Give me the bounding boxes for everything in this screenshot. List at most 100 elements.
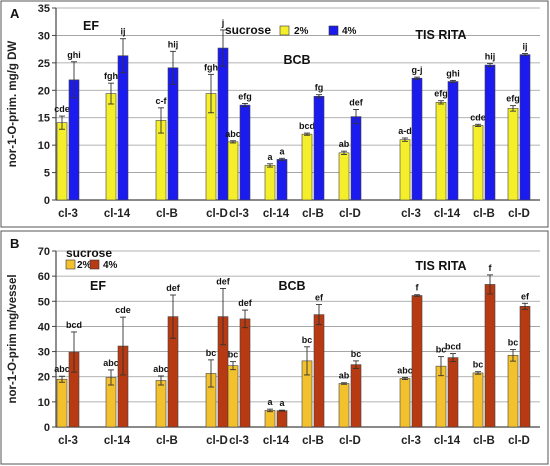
x-tick-label: cl-B <box>156 435 178 447</box>
x-tick-label: cl-3 <box>401 435 421 447</box>
bar <box>350 364 362 428</box>
bar <box>484 284 496 428</box>
data-label: efg <box>238 91 252 101</box>
data-label: a <box>267 152 273 162</box>
bar <box>56 378 68 428</box>
bar <box>276 410 288 428</box>
data-label: bc <box>436 345 447 355</box>
x-tick-label: cl-14 <box>104 208 131 220</box>
legend-label-4pct: 4% <box>342 26 357 37</box>
legend-title: sucrose <box>66 246 112 260</box>
legend-label-2pct: 2% <box>77 260 92 271</box>
bar <box>350 116 362 201</box>
bar <box>399 139 411 201</box>
data-label: bc <box>228 350 239 360</box>
bar <box>217 47 229 201</box>
bar <box>338 152 350 201</box>
bar <box>167 67 179 201</box>
bar <box>435 102 447 201</box>
data-label: def <box>349 97 364 107</box>
legend-swatch-4pct <box>89 259 100 270</box>
group-title: TIS RITA <box>415 28 466 42</box>
y-tick-label: 35 <box>38 3 50 15</box>
x-tick-label: cl-D <box>508 208 530 220</box>
legend-title: sucrose <box>225 23 271 37</box>
bar <box>484 64 496 201</box>
bar <box>519 54 531 201</box>
data-label: a <box>267 397 273 407</box>
data-label: abc <box>153 364 169 374</box>
data-label: abc <box>225 129 241 139</box>
data-label: cde <box>115 305 131 315</box>
x-tick-label: cl-D <box>508 435 530 447</box>
bar <box>264 410 276 428</box>
y-tick-label: 40 <box>38 321 50 333</box>
data-label: bcd <box>445 342 461 352</box>
panel-letter: B <box>10 236 19 251</box>
data-label: cde <box>470 112 486 122</box>
x-tick-label: cl-14 <box>263 208 290 220</box>
data-label: def <box>216 276 231 286</box>
x-tick-label: cl-B <box>156 208 178 220</box>
group-title: BCB <box>278 279 305 293</box>
data-label: a <box>279 146 285 156</box>
data-label: ghi <box>67 50 81 60</box>
x-tick-label: cl-D <box>339 435 361 447</box>
data-label: fgh <box>204 62 218 72</box>
data-label: abc <box>397 365 413 375</box>
bar <box>472 125 484 201</box>
legend-swatch-2pct <box>65 259 76 270</box>
data-label: bcd <box>66 320 82 330</box>
y-tick-label: 0 <box>44 195 50 207</box>
data-label: abc <box>103 358 119 368</box>
data-label: bc <box>473 360 484 370</box>
panel-B: 0 10 20 30 40 50 60 70 nor-1-O-prim mg/vessel Bsu… <box>0 230 549 465</box>
x-tick-label: cl-B <box>473 435 495 447</box>
bar <box>56 122 68 201</box>
bar <box>227 141 239 201</box>
x-tick-label: cl-3 <box>401 208 421 220</box>
legend-label-2pct: 2% <box>294 26 309 37</box>
y-tick-label: 70 <box>38 246 50 258</box>
bar <box>313 96 325 201</box>
y-tick-label: 30 <box>38 30 50 42</box>
bar <box>472 372 484 428</box>
bar <box>507 355 519 428</box>
data-label: bcd <box>299 121 315 131</box>
y-tick-label: 50 <box>38 296 50 308</box>
x-tick-label: cl-14 <box>263 435 290 447</box>
data-label: ghi <box>446 68 460 78</box>
data-label: bc <box>206 348 217 358</box>
x-tick-label: cl-D <box>339 208 361 220</box>
bar <box>301 133 313 201</box>
data-label: fgh <box>104 71 118 81</box>
bar <box>411 295 423 428</box>
data-label: ef <box>315 293 324 303</box>
data-label: bc <box>351 349 362 359</box>
group-title: EF <box>90 279 106 293</box>
y-tick-label: 0 <box>44 422 50 434</box>
data-label: hij <box>168 39 179 49</box>
x-tick-label: cl-3 <box>229 208 249 220</box>
y-tick-label: 25 <box>38 58 50 70</box>
group-title: EF <box>83 19 99 33</box>
bar <box>105 93 117 201</box>
x-tick-label: cl-B <box>302 208 324 220</box>
x-tick-label: cl-D <box>206 208 228 220</box>
data-label: def <box>238 298 253 308</box>
x-tick-label: cl-B <box>473 208 495 220</box>
y-tick-label: 20 <box>38 372 50 384</box>
y-tick-label: 10 <box>38 140 50 152</box>
x-tick-label: cl-14 <box>104 435 131 447</box>
x-tick-label: cl-14 <box>434 435 461 447</box>
data-label: bc <box>302 335 313 345</box>
bar <box>117 55 129 201</box>
data-label: f <box>489 263 493 273</box>
panel-letter: A <box>10 6 20 21</box>
data-label: g-j <box>412 65 423 75</box>
x-tick-label: cl-D <box>206 435 228 447</box>
legend-swatch-4pct <box>328 25 339 36</box>
data-label: hij <box>485 51 496 61</box>
data-label: def <box>166 283 181 293</box>
y-tick-label: 20 <box>38 85 50 97</box>
